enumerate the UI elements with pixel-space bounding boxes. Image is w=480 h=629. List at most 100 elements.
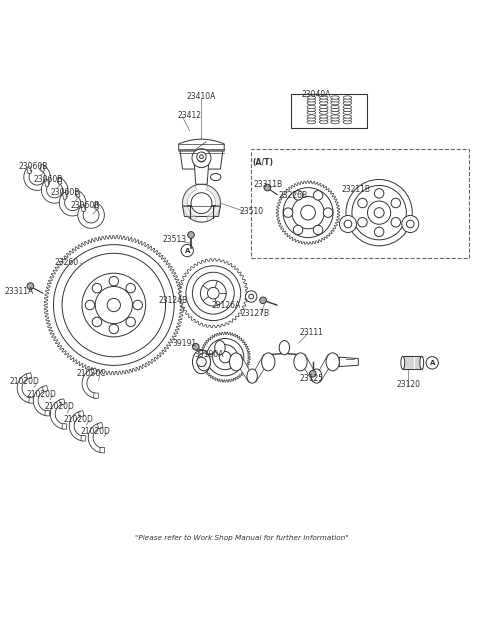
Polygon shape (62, 192, 67, 199)
Circle shape (192, 148, 211, 168)
Polygon shape (82, 369, 96, 398)
Ellipse shape (343, 118, 352, 121)
Circle shape (374, 227, 384, 237)
Text: A: A (430, 360, 435, 366)
Ellipse shape (343, 108, 352, 111)
Ellipse shape (331, 105, 339, 109)
Text: 23060B: 23060B (71, 201, 100, 210)
Polygon shape (33, 386, 48, 416)
Circle shape (197, 152, 206, 162)
Circle shape (27, 283, 34, 289)
Polygon shape (60, 190, 86, 216)
Polygon shape (199, 353, 224, 355)
Circle shape (107, 298, 120, 311)
Text: 23260: 23260 (54, 258, 79, 267)
Text: 23060B: 23060B (34, 175, 63, 184)
Ellipse shape (343, 96, 352, 99)
Text: 23060B: 23060B (19, 162, 48, 171)
Circle shape (182, 184, 220, 222)
Text: A: A (185, 248, 190, 253)
Text: 21020D: 21020D (27, 389, 57, 399)
Circle shape (313, 191, 323, 200)
Ellipse shape (343, 121, 352, 124)
Circle shape (200, 155, 204, 159)
Polygon shape (62, 423, 67, 429)
Polygon shape (81, 204, 85, 212)
Text: 23226B: 23226B (278, 191, 308, 199)
Polygon shape (206, 186, 220, 221)
Ellipse shape (331, 108, 339, 111)
Polygon shape (180, 151, 223, 169)
Bar (291, 94, 367, 128)
Ellipse shape (319, 99, 328, 102)
Circle shape (109, 276, 119, 286)
Circle shape (264, 184, 271, 191)
Ellipse shape (307, 99, 316, 102)
Ellipse shape (343, 99, 352, 102)
Text: 23311A: 23311A (4, 287, 34, 296)
Text: 21020D: 21020D (81, 428, 111, 437)
Ellipse shape (343, 111, 352, 114)
Text: 39190A: 39190A (195, 350, 224, 359)
Circle shape (324, 208, 333, 218)
Ellipse shape (262, 353, 275, 371)
Circle shape (300, 205, 315, 220)
Circle shape (374, 189, 384, 198)
Circle shape (95, 286, 132, 323)
Ellipse shape (319, 101, 328, 105)
Circle shape (283, 187, 333, 238)
Polygon shape (296, 355, 320, 382)
Circle shape (85, 300, 95, 309)
Polygon shape (94, 203, 98, 209)
Ellipse shape (247, 369, 257, 383)
Ellipse shape (307, 121, 316, 124)
Circle shape (358, 198, 367, 208)
Circle shape (346, 179, 412, 246)
Ellipse shape (401, 356, 405, 369)
Polygon shape (81, 435, 86, 441)
Ellipse shape (331, 111, 339, 114)
Text: 23125: 23125 (300, 374, 324, 383)
Polygon shape (94, 393, 99, 399)
Ellipse shape (319, 121, 328, 124)
Text: 23211B: 23211B (342, 185, 371, 194)
Circle shape (283, 208, 293, 218)
Ellipse shape (319, 111, 328, 114)
Polygon shape (60, 399, 65, 405)
Text: 23124B: 23124B (159, 296, 188, 305)
Polygon shape (40, 164, 44, 172)
Circle shape (92, 317, 102, 326)
Circle shape (293, 225, 303, 235)
Circle shape (344, 220, 352, 228)
Circle shape (197, 357, 206, 367)
Text: 23127B: 23127B (240, 309, 270, 318)
Circle shape (374, 208, 384, 218)
Circle shape (206, 338, 244, 376)
Polygon shape (69, 411, 84, 441)
Ellipse shape (294, 353, 307, 371)
Polygon shape (41, 177, 68, 203)
Ellipse shape (192, 350, 210, 374)
Circle shape (207, 287, 219, 299)
Polygon shape (27, 167, 31, 174)
Circle shape (191, 192, 212, 214)
Circle shape (358, 218, 367, 227)
Circle shape (339, 216, 357, 233)
Polygon shape (200, 332, 250, 382)
Ellipse shape (343, 101, 352, 105)
Polygon shape (248, 355, 273, 382)
Polygon shape (45, 410, 50, 416)
Polygon shape (100, 447, 105, 453)
Polygon shape (24, 165, 50, 191)
Circle shape (192, 343, 199, 350)
Ellipse shape (215, 340, 225, 355)
Polygon shape (58, 177, 62, 184)
Ellipse shape (331, 115, 339, 118)
Ellipse shape (343, 105, 352, 109)
Ellipse shape (312, 369, 322, 383)
Polygon shape (50, 399, 65, 429)
Ellipse shape (331, 99, 339, 102)
Polygon shape (216, 353, 241, 355)
Circle shape (292, 196, 324, 229)
Circle shape (53, 245, 174, 365)
